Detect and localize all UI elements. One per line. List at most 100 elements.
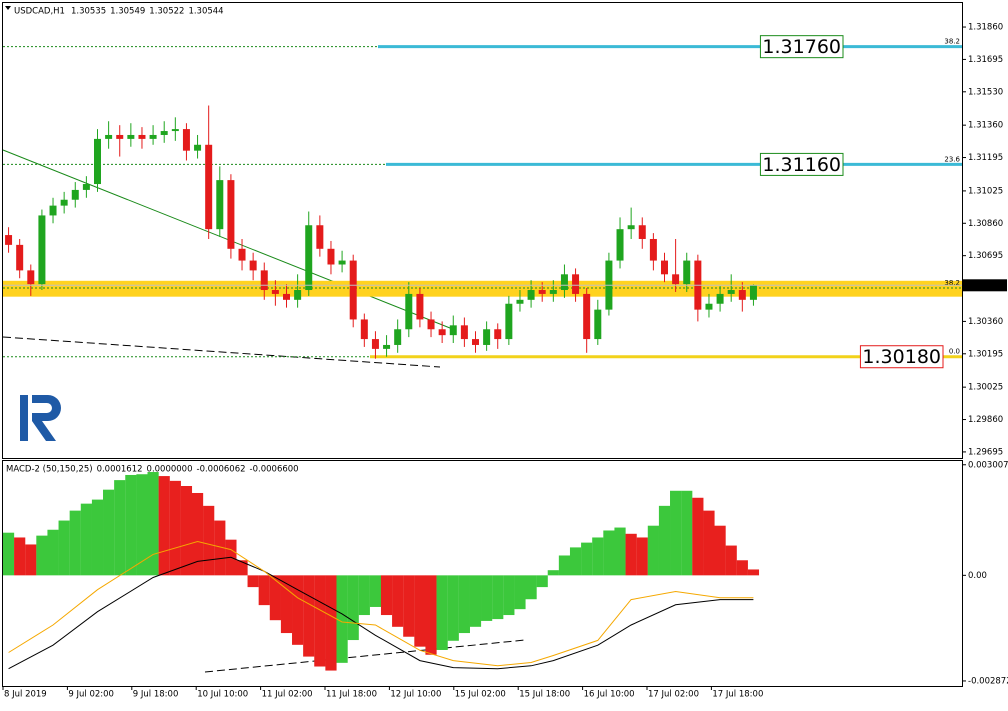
macd-bar (369, 575, 382, 607)
macd-bar (2, 532, 15, 576)
x-tick-label: 9 Jul 18:00 (133, 690, 179, 700)
candle-body (38, 215, 46, 285)
y-tick-label: 1.30360 (968, 317, 1003, 327)
macd-bar (670, 490, 682, 576)
macd-panel (2, 460, 963, 687)
candle-body (560, 274, 568, 291)
candle-body (683, 260, 691, 285)
macd-bar (314, 575, 326, 667)
candle-body (438, 329, 446, 336)
trend-line-dashed (2, 336, 441, 368)
level-box-label: 1.31760 (762, 36, 841, 58)
macd-bar (303, 575, 315, 657)
candle-body (27, 270, 35, 285)
macd-readout: 0.0001612 (97, 465, 143, 475)
macd-bar (247, 575, 259, 588)
macd-bar (692, 497, 704, 576)
macd-bar (436, 575, 448, 650)
macd-bar (603, 530, 615, 576)
candle-body (338, 260, 346, 265)
macd-trend-line (204, 639, 526, 673)
candle-body (672, 274, 680, 285)
candle-body (82, 184, 90, 190)
macd-bar (503, 575, 515, 616)
macd-bar (458, 575, 470, 634)
macd-bar (380, 575, 393, 616)
macd-bar (514, 575, 526, 610)
macd-bar (136, 474, 148, 576)
x-tick-label: 11 Jul 18:00 (326, 690, 377, 700)
candle-body (294, 290, 302, 300)
macd-bar (592, 537, 604, 576)
candle-body (749, 285, 757, 300)
symbol: USDCAD,H1 (14, 7, 65, 17)
candle-body (649, 238, 657, 261)
logo-mark (20, 395, 61, 441)
macd-bar (147, 472, 159, 576)
menu-arrow[interactable] (5, 6, 11, 10)
x-tick-label: 12 Jul 10:00 (390, 690, 441, 700)
candle-body (371, 339, 379, 349)
candle-body (460, 325, 468, 340)
candle-body (16, 244, 24, 271)
x-tick-label: 17 Jul 02:00 (648, 690, 699, 700)
ohlc-value: 1.30535 (71, 7, 106, 17)
candle-body (716, 293, 724, 304)
macd-bar (736, 560, 748, 576)
candle-body (238, 248, 246, 261)
current-price-box (963, 279, 1007, 292)
macd-readout: 0.0000000 (147, 465, 193, 475)
macd-y-tick-label: 0.00 (968, 571, 987, 581)
candle-body (527, 290, 535, 300)
candle-body (505, 303, 513, 340)
y-tick-label: 1.31530 (968, 87, 1003, 97)
ohlc-value: 1.30522 (149, 7, 184, 17)
x-tick-label: 9 Jul 02:00 (68, 690, 114, 700)
macd-bar (414, 575, 426, 647)
macd-bar (91, 499, 104, 576)
candle-body (449, 325, 457, 336)
macd-y-tick-label: 0.0030075 (968, 460, 1008, 470)
y-tick-label: 1.31695 (968, 55, 1003, 65)
candle-body (149, 134, 157, 139)
macd-readout: -0.0006600 (250, 465, 299, 475)
candle-body (572, 274, 580, 294)
macd-bar (725, 545, 737, 576)
y-tick-label: 1.31360 (968, 121, 1003, 131)
macd-bar (169, 480, 181, 576)
candle-body (727, 290, 735, 294)
y-tick-label: 1.30195 (968, 349, 1003, 359)
level-ratio: 38.2 (944, 279, 960, 287)
level-box: 1.30180 (859, 345, 944, 369)
x-tick-label: 15 Jul 02:00 (455, 690, 506, 700)
macd-bar (14, 537, 26, 576)
candle-body (594, 309, 602, 340)
candle-body (661, 260, 668, 275)
level-box: 1.31760 (759, 35, 844, 59)
x-tick-label: 11 Jul 02:00 (262, 690, 313, 700)
y-tick-label: 1.29860 (968, 415, 1003, 425)
macd-bar (481, 575, 493, 621)
macd-bar (191, 492, 204, 576)
macd-bar (536, 575, 548, 588)
y-tick-label: 1.30695 (968, 251, 1003, 261)
candle-body (472, 339, 479, 345)
candle-body (549, 290, 557, 294)
ohlc-value: 1.30549 (110, 7, 145, 17)
level-box-bg (759, 152, 844, 176)
price-panel (2, 2, 963, 459)
candle-body (71, 189, 79, 200)
candle-body (405, 293, 413, 330)
level-box-bg (859, 345, 944, 369)
candle-body (738, 290, 746, 300)
x-tick-label: 15 Jul 18:00 (519, 690, 570, 700)
header: USDCAD,H1 (14, 7, 65, 17)
candle-body (160, 131, 168, 135)
macd-bar (358, 575, 370, 616)
candle-body (394, 329, 402, 345)
candle-body (494, 329, 502, 340)
macd-readout: -0.0006062 (197, 465, 246, 475)
candle-body (583, 293, 591, 340)
